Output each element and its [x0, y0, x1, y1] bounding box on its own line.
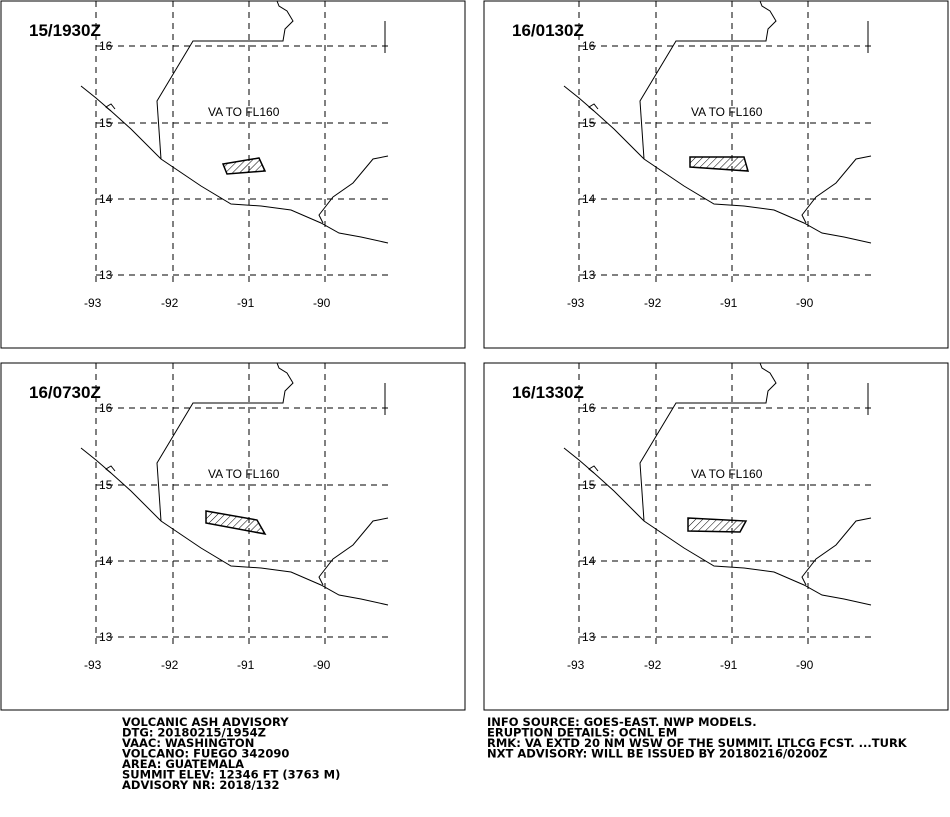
advisory-line: SUMMIT ELEV: 12346 FT (3763 M)	[122, 768, 340, 782]
border	[588, 465, 599, 474]
longitude-label: -91	[720, 296, 738, 310]
advisory-line: VOLCANO: FUEGO 342090	[122, 747, 289, 761]
advisory-line: VAAC: WASHINGTON	[122, 736, 254, 750]
valid-time: 16/0130Z	[512, 21, 584, 40]
latitude-label: 13	[582, 630, 596, 644]
longitude-label: -93	[84, 658, 102, 672]
longitude-label: -91	[237, 296, 255, 310]
ash-label: VA TO FL160	[208, 105, 280, 119]
latitude-label: 15	[582, 478, 596, 492]
latitude-label: 13	[99, 630, 113, 644]
ash-label: VA TO FL160	[208, 467, 280, 481]
valid-time: 15/1930Z	[29, 21, 101, 40]
advisory-line: ADVISORY NR: 2018/132	[122, 778, 280, 792]
latitude-label: 16	[99, 39, 113, 53]
border	[156, 362, 294, 522]
longitude-label: -90	[796, 296, 814, 310]
panel-border	[0, 362, 466, 711]
border	[105, 103, 116, 112]
map-panel: 15/1930Z VA TO FL160 16 15 14 13 -93 -92 -91 -90	[0, 0, 466, 349]
latitude-label: 16	[582, 39, 596, 53]
latitude-label: 15	[99, 116, 113, 130]
border	[801, 155, 872, 224]
ash-area	[687, 517, 748, 533]
advisory-line: DTG: 20180215/1954Z	[122, 726, 266, 740]
panel-border	[0, 0, 466, 349]
longitude-label: -90	[313, 296, 331, 310]
panel-border	[483, 0, 949, 349]
map-panel: 16/0730Z VA TO FL160 16 15 14 13 -93 -92 -91 -90	[0, 362, 466, 711]
latitude-label: 14	[99, 554, 113, 568]
longitude-label: -92	[161, 658, 179, 672]
longitude-label: -92	[644, 296, 662, 310]
ash-area	[689, 156, 750, 172]
longitude-label: -92	[644, 658, 662, 672]
latitude-label: 14	[582, 192, 596, 206]
advisory-line: ERUPTION DETAILS: OCNL EM	[487, 726, 677, 740]
border	[588, 103, 599, 112]
longitude-label: -93	[84, 296, 102, 310]
border	[105, 465, 116, 474]
border	[318, 155, 389, 224]
valid-time: 16/1330Z	[512, 383, 584, 402]
longitude-label: -90	[313, 658, 331, 672]
border	[318, 517, 389, 586]
latitude-label: 15	[99, 478, 113, 492]
latitude-label: 16	[582, 401, 596, 415]
advisory-line: RMK: VA EXTD 20 NM WSW OF THE SUMMIT. LT…	[487, 736, 908, 750]
latitude-label: 13	[582, 268, 596, 282]
map-panel: 16/1330Z VA TO FL160 16 15 14 13 -93 -92 -91 -90	[483, 362, 949, 711]
panel-border	[483, 362, 949, 711]
valid-time: 16/0730Z	[29, 383, 101, 402]
border	[639, 0, 777, 160]
longitude-label: -90	[796, 658, 814, 672]
border	[639, 362, 777, 522]
ash-area	[221, 157, 267, 175]
latitude-label: 13	[99, 268, 113, 282]
advisory-line: INFO SOURCE: GOES-EAST. NWP MODELS.	[487, 715, 757, 729]
longitude-label: -92	[161, 296, 179, 310]
advisory-line: VOLCANIC ASH ADVISORY	[122, 715, 289, 729]
latitude-label: 14	[582, 554, 596, 568]
map-panel: 16/0130Z VA TO FL160 16 15 14 13 -93 -92 -91 -90	[483, 0, 949, 349]
longitude-label: -93	[567, 658, 585, 672]
longitude-label: -91	[237, 658, 255, 672]
ash-label: VA TO FL160	[691, 467, 763, 481]
ash-label: VA TO FL160	[691, 105, 763, 119]
longitude-label: -93	[567, 296, 585, 310]
latitude-label: 15	[582, 116, 596, 130]
advisory-line: NXT ADVISORY: WILL BE ISSUED BY 20180216…	[487, 747, 828, 761]
ash-area	[205, 510, 267, 536]
latitude-label: 14	[99, 192, 113, 206]
longitude-label: -91	[720, 658, 738, 672]
advisory-line: AREA: GUATEMALA	[122, 757, 244, 771]
border	[801, 517, 872, 586]
border	[156, 0, 294, 160]
latitude-label: 16	[99, 401, 113, 415]
